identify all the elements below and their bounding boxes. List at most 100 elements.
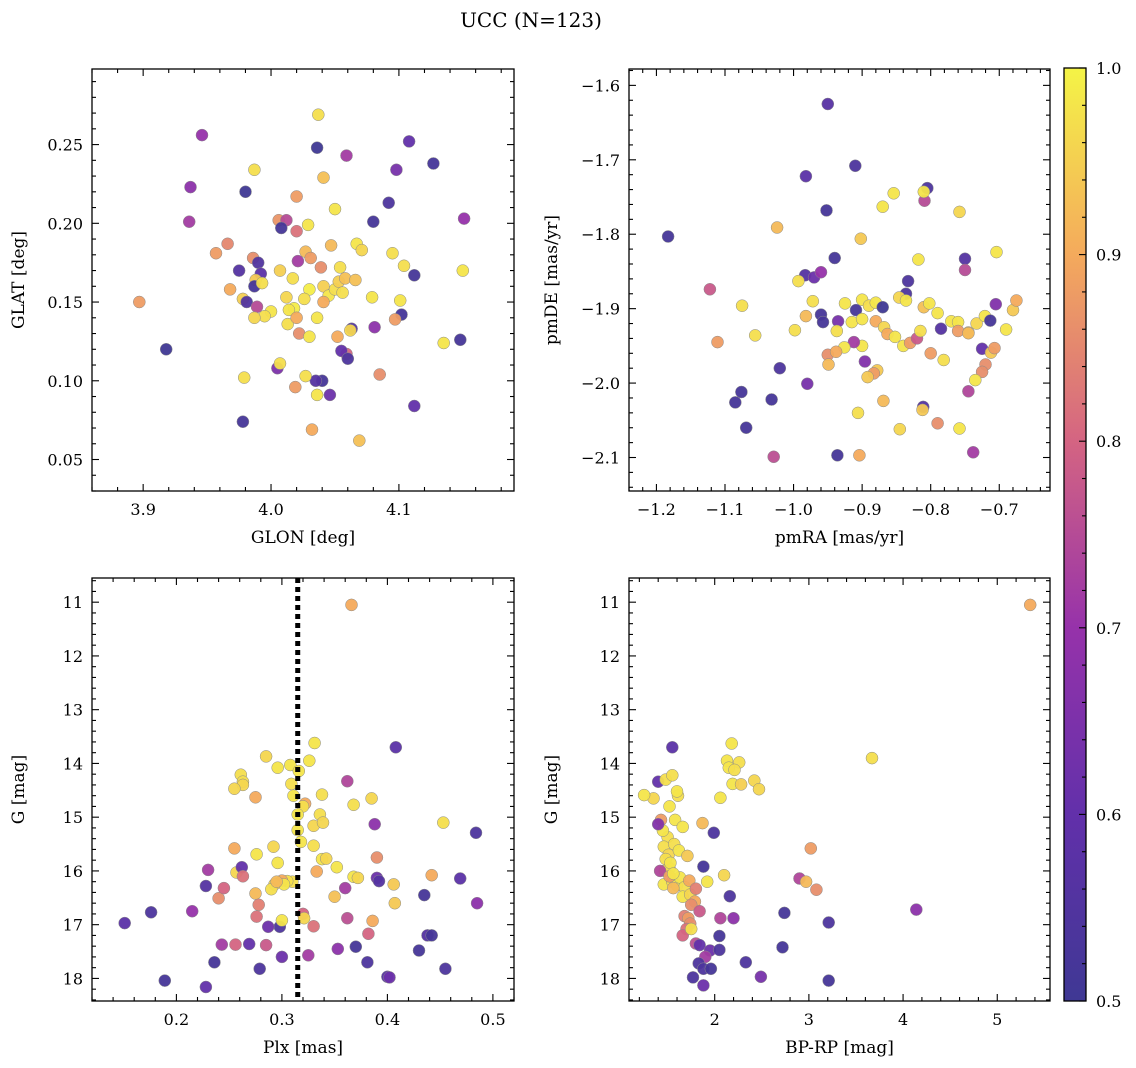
scatter-point xyxy=(221,237,234,251)
scatter-point xyxy=(931,306,944,320)
scatter-point xyxy=(828,251,841,265)
scatter-point xyxy=(314,261,328,274)
y-tick-label: 18 xyxy=(600,969,620,988)
scatter-point xyxy=(282,303,296,317)
scatter-point xyxy=(340,149,353,162)
scatter-point xyxy=(291,254,305,268)
x-axis-label: BP-RP [mag] xyxy=(785,1038,894,1058)
scatter-point xyxy=(876,200,889,213)
scatter-point xyxy=(302,949,315,962)
y-tick-label: 0.05 xyxy=(47,451,83,470)
scatter-point xyxy=(713,943,726,957)
scatter-point xyxy=(351,871,365,885)
scatter-point xyxy=(693,904,706,918)
x-tick-label: −0.7 xyxy=(980,500,1019,519)
scatter-point xyxy=(822,916,835,929)
scatter-point xyxy=(299,369,312,383)
y-tick-label: 18 xyxy=(63,969,83,988)
scatter-point xyxy=(273,357,287,370)
scatter-point xyxy=(877,394,890,408)
scatter-point xyxy=(989,297,1003,311)
scatter-point xyxy=(637,788,651,802)
x-tick-label: 0.2 xyxy=(164,1010,189,1029)
scatter-point xyxy=(275,221,288,235)
scatter-point xyxy=(252,898,265,912)
x-tick-label: 5 xyxy=(992,1010,1002,1029)
x-tick-label: 4.0 xyxy=(258,500,283,519)
scatter-point xyxy=(849,159,862,173)
scatter-point xyxy=(303,754,316,767)
scatter-point xyxy=(686,971,700,984)
scatter-point xyxy=(912,253,925,266)
colorbar-gradient xyxy=(1064,68,1086,1001)
scatter-point xyxy=(290,311,303,325)
scatter-point xyxy=(831,449,844,462)
panel-cmd: 2 3 4 5 11 12 13 14 15 16 17 18 BP-RP [mag] G [mag] xyxy=(542,577,1051,1058)
scatter-point xyxy=(418,888,431,902)
scatter-point xyxy=(301,218,315,232)
scatter-point xyxy=(728,763,741,777)
scatter-point xyxy=(953,205,966,219)
scatter-point xyxy=(966,446,980,459)
scatter-point xyxy=(816,315,830,329)
scatter-point xyxy=(676,820,689,834)
scatter-point xyxy=(236,415,250,428)
panel-sky: 3.9 4.0 4.1 0.05 0.10 0.15 0.20 0.25 GLON [deg] G… xyxy=(9,68,515,548)
scatter-point xyxy=(349,273,362,287)
scatter-point xyxy=(970,317,983,330)
scatter-point xyxy=(195,128,209,142)
scatter-point xyxy=(249,887,262,900)
y-tick-label: −2.1 xyxy=(581,449,620,468)
colorbar-tick-label: 0.7 xyxy=(1096,619,1121,638)
scatter-point xyxy=(158,974,172,987)
scatter-point xyxy=(289,380,302,394)
scatter-point xyxy=(707,826,721,840)
scatter-point xyxy=(308,736,321,750)
scatter-point xyxy=(425,929,438,942)
scatter-point xyxy=(958,252,972,266)
x-tick-label: 0.5 xyxy=(480,1010,505,1029)
scatter-point xyxy=(916,403,929,417)
scatter-point xyxy=(697,860,710,873)
scatter-point xyxy=(387,878,400,891)
scatter-point xyxy=(253,962,266,976)
scatter-point xyxy=(309,374,323,388)
scatter-point xyxy=(765,393,778,406)
scatter-point xyxy=(739,421,753,434)
scatter-point xyxy=(341,774,354,788)
figure-title: UCC (N=123) xyxy=(460,8,602,32)
x-tick-label: −1.1 xyxy=(706,500,745,519)
scatter-point xyxy=(734,778,748,791)
y-tick-label: −1.9 xyxy=(581,300,620,319)
scatter-point xyxy=(275,914,289,927)
scatter-point xyxy=(453,872,467,885)
scatter-point xyxy=(470,896,484,910)
scatter-point xyxy=(788,323,802,337)
scatter-point xyxy=(389,741,403,754)
points-cmd xyxy=(637,598,1037,992)
scatter-point xyxy=(281,317,294,331)
y-tick-label: 14 xyxy=(600,754,620,773)
scatter-point xyxy=(717,868,731,882)
axes-frame xyxy=(628,577,1051,1002)
scatter-point xyxy=(696,816,709,830)
scatter-point xyxy=(215,938,229,951)
scatter-point xyxy=(888,330,902,344)
scatter-point xyxy=(402,135,416,148)
scatter-point xyxy=(727,911,740,925)
scatter-point xyxy=(667,881,680,895)
scatter-point xyxy=(338,881,352,895)
scatter-point xyxy=(1023,598,1037,612)
scatter-point xyxy=(182,215,196,228)
y-tick-label: 13 xyxy=(63,701,83,720)
scatter-point xyxy=(237,371,251,384)
y-axis-label: G [mag] xyxy=(9,755,29,824)
scatter-point xyxy=(427,157,440,170)
scatter-point xyxy=(223,283,237,296)
scatter-point xyxy=(667,867,680,880)
scatter-point xyxy=(799,169,813,183)
scatter-point xyxy=(953,422,966,435)
scatter-point xyxy=(184,180,197,194)
scatter-point xyxy=(397,259,411,273)
scatter-point xyxy=(700,875,714,888)
